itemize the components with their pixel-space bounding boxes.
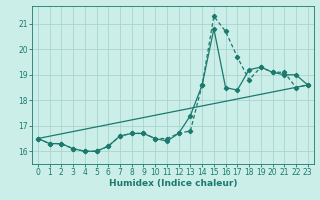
X-axis label: Humidex (Indice chaleur): Humidex (Indice chaleur) [108,179,237,188]
